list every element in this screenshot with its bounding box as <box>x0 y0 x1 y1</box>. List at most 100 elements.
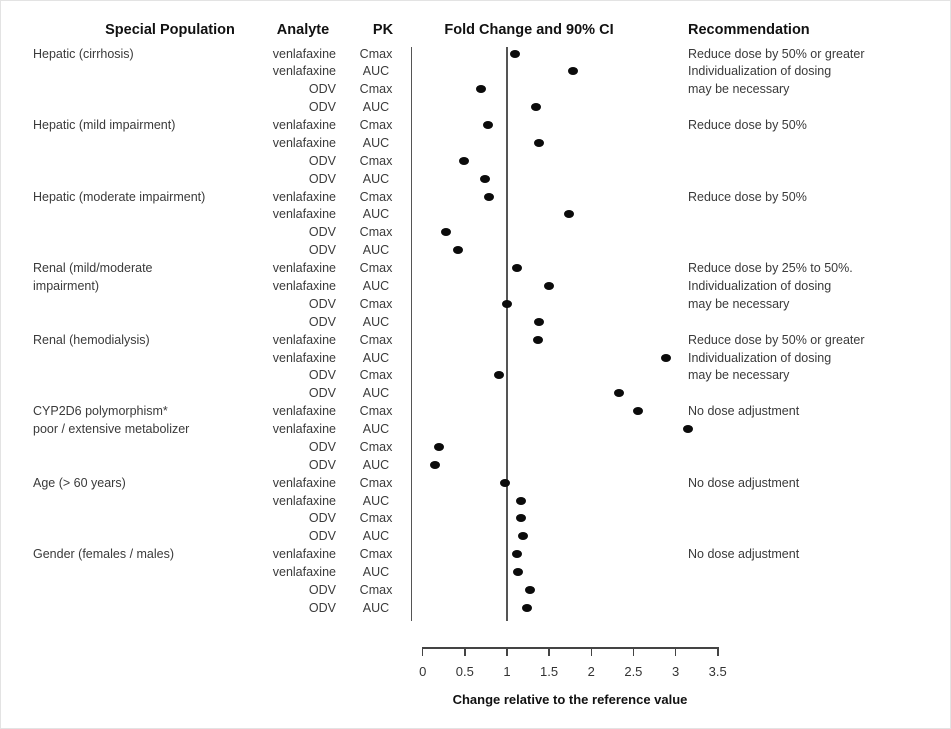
fold-change-data-point <box>534 317 544 326</box>
analyte-label: venlafaxine <box>272 404 336 419</box>
fold-change-data-point <box>524 585 535 594</box>
population-label: Hepatic (mild impairment) <box>33 118 176 132</box>
x-axis-tick-mark <box>506 647 508 656</box>
analyte-label: venlafaxine <box>272 118 336 132</box>
population-label: Hepatic (cirrhosis) <box>33 46 134 61</box>
analyte-label: ODV <box>308 457 336 472</box>
recommendation-text: No dose adjustment <box>688 475 800 490</box>
fold-change-data-point <box>483 121 494 129</box>
fold-change-data-point <box>544 281 555 290</box>
analyte-label: venlafaxine <box>272 189 336 204</box>
analyte-label: ODV <box>308 439 336 454</box>
pk-parameter-label: Cmax <box>359 332 393 347</box>
column-header-recommendation: Recommendation <box>688 22 810 38</box>
recommendation-text: may be necessary <box>688 296 790 311</box>
x-axis-title: Change relative to the reference value <box>452 692 688 707</box>
population-label: Age (> 60 years) <box>33 475 126 490</box>
pk-parameter-label: AUC <box>362 207 390 222</box>
analyte-label: venlafaxine <box>272 261 336 276</box>
fold-change-data-point <box>614 389 625 398</box>
analyte-label: venlafaxine <box>272 278 336 293</box>
recommendation-text: may be necessary <box>688 368 790 383</box>
analyte-label: venlafaxine <box>272 565 336 579</box>
x-axis-tick-mark <box>674 647 677 656</box>
fold-change-data-point <box>509 49 520 58</box>
x-axis-tick-label: 2.5 <box>624 664 643 679</box>
analyte-label: venlafaxine <box>272 332 336 347</box>
pk-parameter-label: Cmax <box>359 225 393 240</box>
pk-parameter-label: AUC <box>362 600 390 615</box>
pk-parameter-label: AUC <box>362 493 390 508</box>
pk-parameter-label: Cmax <box>359 189 393 204</box>
x-axis-tick-mark <box>421 647 424 656</box>
x-axis-tick-mark <box>717 647 719 656</box>
pk-parameter-label: AUC <box>362 64 390 79</box>
pk-parameter-label: Cmax <box>359 153 393 168</box>
fold-change-data-point <box>661 353 672 362</box>
column-header-pk: PK <box>372 22 394 38</box>
fold-change-data-point <box>440 228 451 237</box>
fold-change-data-point <box>484 192 495 201</box>
population-label: Gender (females / males) <box>33 547 175 562</box>
recommendation-text: Reduce dose by 25% to 50%. <box>688 261 853 276</box>
population-label: poor / extensive metabolizer <box>33 422 190 436</box>
fold-change-data-point <box>480 174 491 183</box>
x-axis-tick-mark <box>590 647 592 656</box>
fold-change-data-point <box>453 246 464 255</box>
pk-parameter-label: Cmax <box>359 404 393 419</box>
fold-change-data-point <box>459 156 469 165</box>
pk-parameter-label: Cmax <box>359 475 393 490</box>
fold-change-data-point <box>518 532 528 541</box>
analyte-label: ODV <box>308 153 336 168</box>
recommendation-text: Individualization of dosing <box>688 278 832 293</box>
x-axis-tick-label: 2 <box>587 664 595 679</box>
pk-parameter-label: AUC <box>362 100 390 115</box>
recommendation-text: Individualization of dosing <box>688 350 832 365</box>
recommendation-text: No dose adjustment <box>688 547 800 562</box>
analyte-label: ODV <box>308 582 336 597</box>
pk-parameter-label: AUC <box>362 529 390 544</box>
analyte-label: ODV <box>308 82 336 97</box>
pk-parameter-label: Cmax <box>359 296 393 311</box>
analyte-label: ODV <box>308 314 336 329</box>
analyte-label: venlafaxine <box>272 422 336 436</box>
column-header-special-population: Special Population <box>105 22 235 38</box>
recommendation-text: Reduce dose by 50% <box>688 118 807 132</box>
x-axis-tick-label: 0.5 <box>455 664 474 679</box>
pk-parameter-label: AUC <box>362 135 390 150</box>
pk-parameter-label: Cmax <box>359 582 393 597</box>
analyte-label: venlafaxine <box>272 46 336 61</box>
fold-change-data-point <box>512 550 523 559</box>
pk-parameter-label: AUC <box>362 171 390 186</box>
x-axis-tick-label: 3.5 <box>708 664 727 679</box>
fold-change-data-point <box>429 460 440 469</box>
analyte-label: ODV <box>308 100 336 115</box>
analyte-label: ODV <box>308 171 336 186</box>
population-label: Hepatic (moderate impairment) <box>33 189 206 204</box>
fold-change-data-point <box>516 496 527 505</box>
pk-parameter-label: Cmax <box>359 46 393 61</box>
pk-parameter-label: AUC <box>362 243 390 258</box>
fold-change-data-point <box>494 371 505 380</box>
fold-change-data-point <box>516 514 527 523</box>
population-label: CYP2D6 polymorphism* <box>33 404 168 419</box>
analyte-label: ODV <box>308 368 336 383</box>
analyte-label: ODV <box>308 225 336 240</box>
pk-parameter-label: AUC <box>362 565 390 579</box>
analyte-label: venlafaxine <box>272 350 336 365</box>
pk-parameter-label: AUC <box>362 422 390 436</box>
analyte-label: venlafaxine <box>272 475 336 490</box>
reference-line <box>506 47 508 621</box>
pk-parameter-label: AUC <box>362 350 390 365</box>
pk-parameter-label: Cmax <box>359 439 393 454</box>
pk-parameter-label: Cmax <box>359 547 393 562</box>
analyte-label: ODV <box>308 243 336 258</box>
x-axis-line <box>422 647 718 649</box>
fold-change-data-point <box>502 299 512 308</box>
analyte-label: ODV <box>308 511 336 526</box>
x-axis-tick-label: 0 <box>419 664 427 679</box>
fold-change-data-point <box>632 407 643 416</box>
fold-change-data-point <box>512 264 523 273</box>
plot-left-border-line <box>410 47 412 621</box>
